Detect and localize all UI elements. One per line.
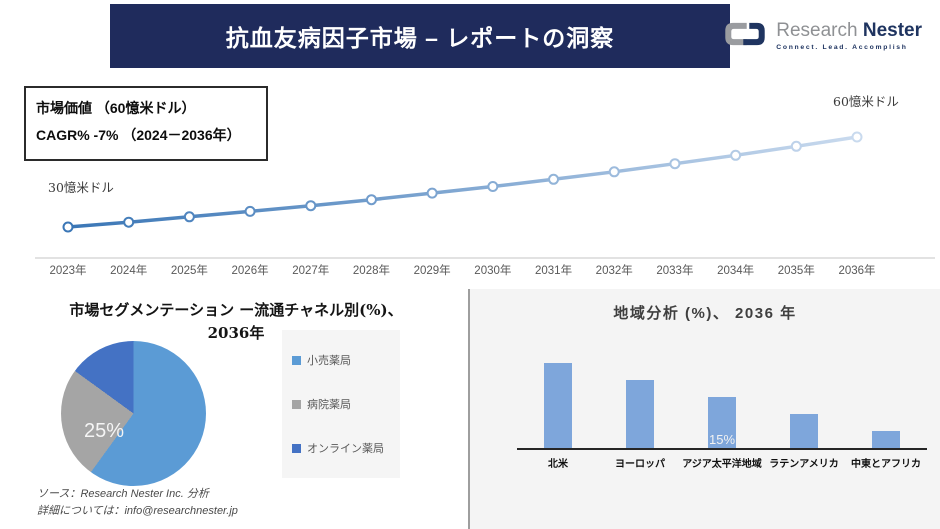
x-axis-label: 2034年 xyxy=(717,265,755,277)
x-axis-label: 2025年 xyxy=(170,265,208,277)
bar-chart-title: 地域分析 (%)、 2036 年 xyxy=(613,305,797,322)
legend-swatch-icon xyxy=(292,443,301,453)
pie-value-label: 25% xyxy=(84,420,125,442)
bar-category-label: ヨーロッパ xyxy=(615,459,665,470)
bar-category-labels: 北米 ヨーロッパ アジア太平洋地域 ラテンアメリカ 中東とアフリカ xyxy=(517,455,927,470)
market-value-text: 市場価値 （60憶米ドル） xyxy=(36,100,196,116)
bar-category-label: 北米 xyxy=(548,459,568,470)
header-banner: 抗血友病因子市場 – レポートの洞察 xyxy=(110,4,730,68)
start-value-annotation: 30憶米ドル xyxy=(48,180,114,195)
bar-category-label: 中東とアフリカ xyxy=(851,459,921,470)
legend-swatch-icon xyxy=(292,399,301,409)
pie-legend: 小売薬局病院薬局オンライン薬局 xyxy=(282,330,400,478)
x-axis-labels: 2023年 2024年 2025年 2026年 2027年 2028年 2029年 2030年… xyxy=(0,262,940,278)
data-point-marker xyxy=(62,221,74,233)
region-analysis-panel: 地域分析 (%)、 2036 年 15% 北米 ヨーロッパ アジア太平洋地域 ラテンア… xyxy=(468,289,940,529)
data-point-marker xyxy=(183,211,195,223)
data-point-marker xyxy=(790,140,802,152)
pie-title-line2: 2036年 xyxy=(207,323,265,342)
x-axis-label: 2036年 xyxy=(838,265,876,277)
logo-brand-nester: Nester xyxy=(862,20,922,42)
bar-chart: 15% xyxy=(517,318,927,450)
cagr-text: CAGR% -7% （2024－2036年） xyxy=(36,127,241,144)
data-point-marker xyxy=(487,181,499,192)
pie-chart-title: 市場セグメンテーション ー流通チャネル別(%)、 2036年 xyxy=(30,299,442,344)
data-point-marker xyxy=(608,166,620,178)
trend-line-chart xyxy=(35,131,935,259)
x-axis-label: 2033年 xyxy=(656,265,694,277)
logo: Research Nester Connect. Lead. Accomplis… xyxy=(721,16,922,57)
x-axis-label: 2032年 xyxy=(595,265,633,277)
logo-tagline: Connect. Lead. Accomplish xyxy=(776,44,908,52)
x-axis-label: 2030年 xyxy=(474,265,512,277)
bar xyxy=(544,363,572,448)
bar xyxy=(626,380,654,448)
x-axis-label: 2023年 xyxy=(49,265,87,277)
data-point-marker xyxy=(851,131,863,143)
x-axis-label: 2024年 xyxy=(110,265,148,277)
legend-label: 小売薬局 xyxy=(307,355,351,367)
x-axis-label: 2026年 xyxy=(231,265,269,277)
chain-link-icon xyxy=(721,16,769,57)
trend-line xyxy=(67,135,858,229)
end-value-annotation: 60憶米ドル xyxy=(833,94,899,109)
bar-category-label: ラテンアメリカ xyxy=(769,459,839,470)
data-point-marker xyxy=(244,205,256,217)
data-point-marker xyxy=(426,187,438,199)
legend-item: 小売薬局 xyxy=(292,352,390,368)
legend-label: オンライン薬局 xyxy=(307,443,384,455)
x-axis-label: 2031年 xyxy=(534,265,573,277)
data-point-marker xyxy=(305,200,317,212)
data-point-markers xyxy=(62,131,863,233)
logo-brand: Research Nester xyxy=(776,21,922,41)
page-title: 抗血友病因子市場 – レポートの洞察 xyxy=(225,25,615,51)
x-axis-label: 2029年 xyxy=(413,265,451,277)
bar xyxy=(790,414,818,448)
data-point-marker xyxy=(548,173,560,185)
legend-swatch-icon xyxy=(292,355,301,365)
footer-source: ソース：Research Nester Inc. 分析 xyxy=(37,488,209,500)
bar: 15% xyxy=(708,397,736,448)
legend-item: 病院薬局 xyxy=(292,396,390,412)
data-point-marker xyxy=(669,158,681,170)
data-point-marker xyxy=(123,216,135,228)
bar xyxy=(872,431,900,448)
x-axis-label: 2027年 xyxy=(292,265,330,277)
x-axis-label: 2028年 xyxy=(352,265,390,277)
legend-label: 病院薬局 xyxy=(307,399,351,411)
legend-item: オンライン薬局 xyxy=(292,440,390,456)
data-point-marker xyxy=(730,149,742,161)
footer: ソース：Research Nester Inc. 分析 詳細については：info… xyxy=(37,486,238,519)
logo-text: Research Nester Connect. Lead. Accomplis… xyxy=(776,21,922,51)
data-point-marker xyxy=(365,194,377,206)
pie-chart xyxy=(61,341,206,486)
bar-value-label: 15% xyxy=(708,432,736,447)
market-info-box: 市場価値 （60憶米ドル） CAGR% -7% （2024－2036年） xyxy=(24,86,268,161)
pie-title-line1: 市場セグメンテーション ー流通チャネル別(%)、 xyxy=(69,301,403,319)
footer-contact: 詳細については：info@researchnester.jp xyxy=(37,504,238,517)
x-axis-label: 2035年 xyxy=(777,265,815,277)
bar-category-label: アジア太平洋地域 xyxy=(682,459,762,470)
logo-brand-research: Research xyxy=(776,20,858,42)
